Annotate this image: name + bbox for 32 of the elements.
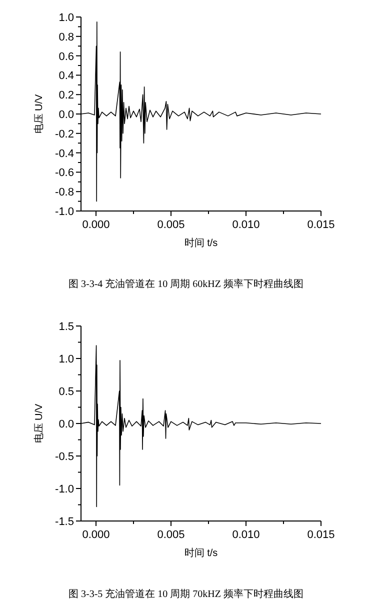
y-tick-label: -1.0 bbox=[55, 206, 74, 218]
x-tick-label: 0.005 bbox=[157, 219, 185, 231]
y-tick-label: 0.8 bbox=[58, 31, 74, 44]
x-axis-title: 时间 t/s bbox=[184, 237, 218, 249]
x-tick-label: 0.005 bbox=[157, 529, 185, 541]
y-tick-label: 1.0 bbox=[58, 12, 74, 24]
y-tick-label: 1.0 bbox=[58, 354, 74, 366]
x-tick-label: 0.015 bbox=[307, 529, 335, 541]
x-axis-title: 时间 t/s bbox=[184, 547, 218, 559]
x-tick-label: 0.010 bbox=[232, 529, 260, 541]
y-tick-label: 0.6 bbox=[58, 50, 74, 63]
y-tick-label: -0.8 bbox=[55, 186, 74, 199]
x-tick-label: 0.015 bbox=[307, 219, 335, 231]
x-tick-label: 0.000 bbox=[82, 219, 110, 231]
y-tick-label: 1.5 bbox=[58, 321, 74, 333]
y-tick-label: 0.0 bbox=[58, 109, 74, 121]
y-tick-label: -0.4 bbox=[55, 148, 74, 160]
x-tick-label: 0.010 bbox=[232, 219, 260, 231]
y-tick-label: 0.5 bbox=[58, 386, 74, 398]
y-tick-label: 0.2 bbox=[58, 90, 74, 102]
y-axis-title: 电压 U/V bbox=[33, 403, 45, 444]
y-axis-title: 电压 U/V bbox=[33, 94, 45, 134]
caption: 图 3-3-4 充油管道在 10 周期 60kHZ 频率下时程曲线图 bbox=[68, 278, 304, 290]
y-tick-label: -1.0 bbox=[55, 484, 74, 496]
y-tick-label: 0.0 bbox=[58, 418, 74, 430]
y-tick-label: -0.5 bbox=[55, 451, 74, 463]
y-tick-label: -1.5 bbox=[55, 516, 74, 528]
y-tick-label: 0.4 bbox=[58, 70, 74, 82]
y-tick-label: -0.6 bbox=[55, 167, 74, 180]
y-tick-label: -0.2 bbox=[55, 128, 74, 140]
x-tick-label: 0.000 bbox=[82, 529, 110, 541]
caption: 图 3-3-5 充油管道在 10 周期 70kHZ 频率下时程曲线图 bbox=[68, 588, 304, 600]
